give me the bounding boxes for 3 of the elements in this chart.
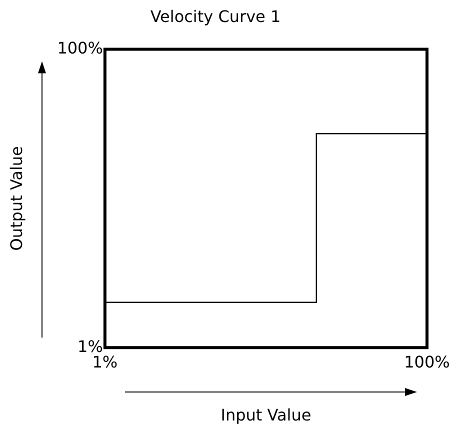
y-axis-title: Output Value [6,146,26,251]
chart-title: Velocity Curve 1 [150,6,281,26]
x-axis-title: Input Value [220,406,312,425]
